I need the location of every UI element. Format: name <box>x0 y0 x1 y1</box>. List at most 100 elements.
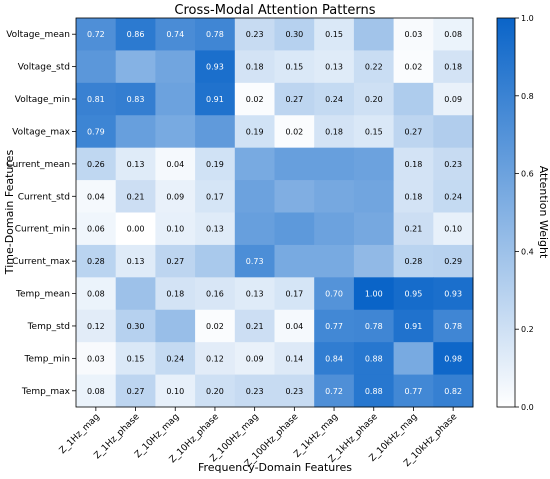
cell-value-label: 0.15 <box>127 354 145 363</box>
x-axis-label: Frequency-Domain Features <box>198 461 352 474</box>
row-tick-labels: Voltage_mean Voltage_std Voltage_min Voltag… <box>6 30 76 397</box>
heatmap-cell <box>433 244 474 278</box>
heatmap-cell <box>274 309 315 343</box>
cell-value-label: 0.10 <box>444 225 462 234</box>
heatmap-cell <box>155 180 196 213</box>
heatmap-cell <box>353 18 395 51</box>
heatmap-cell <box>353 212 395 246</box>
heatmap-cell <box>155 50 196 84</box>
cell-value-label: 0.02 <box>405 63 423 72</box>
cell-value-label: 0.04 <box>87 192 105 201</box>
heatmap-cell <box>234 180 275 213</box>
heatmap-cell <box>353 147 395 181</box>
heatmap-cell <box>195 277 236 311</box>
heatmap-cell <box>314 180 355 213</box>
heatmap-cell <box>433 374 474 408</box>
cell-value-label: 0.78 <box>444 322 462 331</box>
cell-value-label: 1.00 <box>365 290 383 299</box>
heatmap-cell <box>353 82 395 116</box>
heatmap-cell <box>115 18 156 51</box>
heatmap-cell <box>76 342 117 376</box>
colorbar <box>496 17 516 408</box>
heatmap-cell <box>195 374 236 408</box>
heatmap-cell <box>195 147 236 181</box>
cell-value-label: 0.70 <box>325 290 343 299</box>
heatmap-cell <box>393 277 434 311</box>
row-tick-label: Voltage_max <box>12 127 71 137</box>
cell-value-label: 0.74 <box>166 30 184 39</box>
heatmap-cell <box>274 180 315 213</box>
heatmap-cell <box>393 212 434 246</box>
cell-value-label: 0.30 <box>127 322 145 331</box>
heatmap-cell <box>115 180 156 213</box>
cell-value-label: 0.24 <box>325 95 343 104</box>
heatmap-cell <box>234 50 275 84</box>
heatmap-cell <box>234 374 275 408</box>
heatmap-cell <box>195 115 236 149</box>
heatmap-cell-labels: 0.72 0.86 0.74 0.78 0.23 0.30 0.15 0.03 0.08 0.93… <box>87 30 462 396</box>
heatmap-cell <box>115 82 156 116</box>
cell-value-label: 0.86 <box>127 30 145 39</box>
heatmap-cell <box>314 115 355 149</box>
cell-value-label: 0.03 <box>87 354 105 363</box>
cell-value-label: 0.78 <box>365 322 383 331</box>
heatmap-cell <box>314 212 355 246</box>
cell-value-label: 0.17 <box>285 290 303 299</box>
heatmap-cell <box>353 180 395 213</box>
cell-value-label: 0.27 <box>166 257 184 266</box>
cell-value-label: 0.27 <box>127 387 145 396</box>
heatmap-cell <box>393 50 434 84</box>
cell-value-label: 0.24 <box>444 192 462 201</box>
cell-value-label: 0.78 <box>206 30 224 39</box>
heatmap-cell <box>155 309 196 343</box>
cell-value-label: 0.16 <box>206 290 224 299</box>
heatmap-cell <box>314 342 355 376</box>
heatmap-cell <box>195 50 236 84</box>
column-tick-label: Z_1Hz_mag <box>58 412 102 456</box>
heatmap-cell <box>314 50 355 84</box>
cell-value-label: 0.95 <box>405 290 423 299</box>
heatmap-cell <box>155 277 196 311</box>
cell-value-label: 0.84 <box>325 354 343 363</box>
row-tick-label: Temp_mean <box>15 290 70 300</box>
heatmap-cell <box>234 82 275 116</box>
heatmap-frame <box>75 17 474 408</box>
heatmap-cell <box>115 212 156 246</box>
cell-value-label: 0.73 <box>246 257 264 266</box>
cell-value-label: 0.06 <box>87 225 105 234</box>
heatmap-cells <box>76 18 474 408</box>
cell-value-label: 0.29 <box>444 257 462 266</box>
cell-value-label: 0.08 <box>87 387 105 396</box>
heatmap-cell <box>195 244 236 278</box>
cell-value-label: 0.72 <box>87 30 105 39</box>
cell-value-label: 0.18 <box>166 290 184 299</box>
heatmap-cell <box>115 244 156 278</box>
heatmap-cell <box>155 115 196 149</box>
chart-title: Cross-Modal Attention Patterns <box>174 3 375 18</box>
cell-value-label: 0.09 <box>444 95 462 104</box>
cell-value-label: 0.88 <box>365 387 383 396</box>
heatmap-cell <box>76 374 117 408</box>
heatmap-cell <box>76 244 117 278</box>
heatmap-cell <box>115 342 156 376</box>
row-tick-label: Current_mean <box>6 160 70 170</box>
column-tick-labels: Z_1Hz_magZ_1Hz_phaseZ_10Hz_magZ_10Hz_pha… <box>58 407 460 469</box>
heatmap-cell <box>155 18 196 51</box>
heatmap-cell <box>234 212 275 246</box>
colorbar-tick-label: 0.8 <box>521 92 534 101</box>
row-tick-label: Current_std <box>18 192 70 202</box>
cell-value-label: 0.13 <box>206 225 224 234</box>
row-tick-label: Temp_min <box>24 354 70 364</box>
heatmap-cell <box>433 82 474 116</box>
cell-value-label: 0.30 <box>285 30 303 39</box>
cell-value-label: 0.18 <box>246 63 264 72</box>
cell-value-label: 0.12 <box>206 354 224 363</box>
cell-value-label: 0.18 <box>405 160 423 169</box>
heatmap-cell <box>76 309 117 343</box>
cell-value-label: 0.27 <box>405 127 423 136</box>
heatmap-cell <box>155 342 196 376</box>
heatmap-cell <box>234 342 275 376</box>
cell-value-label: 0.04 <box>166 160 184 169</box>
heatmap-cell <box>155 82 196 116</box>
cell-value-label: 0.15 <box>365 127 383 136</box>
